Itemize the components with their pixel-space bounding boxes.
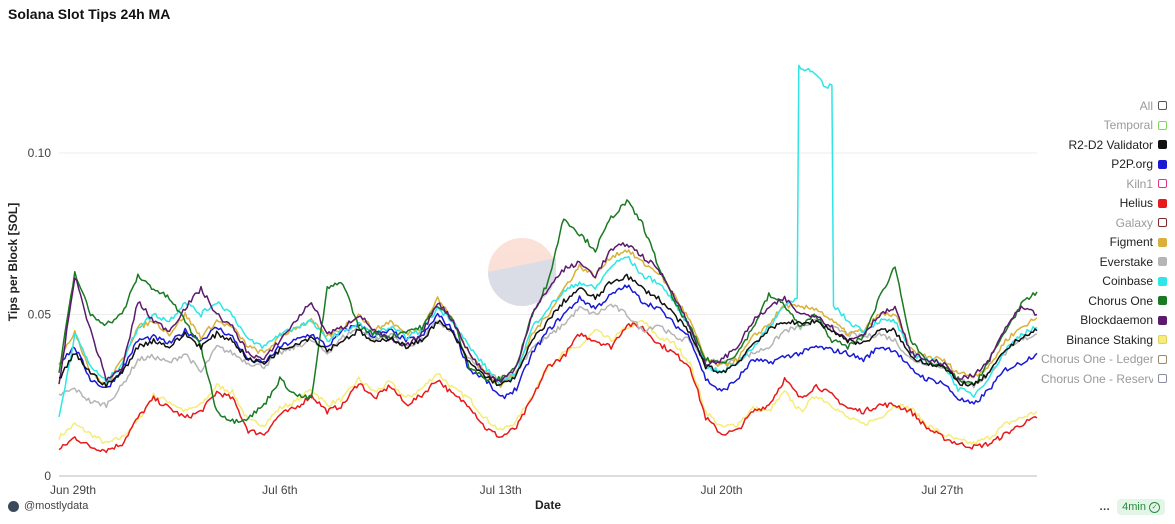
- legend-item-binance-staking[interactable]: Binance Staking: [1037, 330, 1167, 350]
- legend-item-coinbase[interactable]: Coinbase: [1037, 272, 1167, 292]
- series-line-r2-d2-validator[interactable]: [58, 273, 1038, 388]
- legend-swatch-icon: [1158, 140, 1167, 150]
- legend-label: Coinbase: [1102, 274, 1153, 289]
- legend-item-r2-d2-validator[interactable]: R2-D2 Validator: [1037, 135, 1167, 155]
- legend-item-chorus-one-ledger[interactable]: Chorus One - Ledger: [1037, 350, 1167, 370]
- legend-item-everstake[interactable]: Everstake: [1037, 252, 1167, 272]
- legend-swatch-icon: [1158, 296, 1167, 306]
- legend-label: Helius: [1119, 196, 1153, 211]
- legend-item-p2p-org[interactable]: P2P.org: [1037, 155, 1167, 175]
- series-line-p2p-org[interactable]: [58, 284, 1038, 405]
- series-line-chorus-one[interactable]: [58, 199, 1038, 425]
- y-axis-label: Tips per Block [SOL]: [6, 203, 20, 321]
- refresh-badge[interactable]: 4min ✓: [1117, 499, 1165, 515]
- y-axis-ticks: 0 0.05 0.10: [28, 146, 52, 483]
- legend-item-galaxy[interactable]: Galaxy: [1037, 213, 1167, 233]
- legend-swatch-icon: [1158, 159, 1167, 169]
- legend-label: All: [1139, 98, 1153, 113]
- legend-label: Galaxy: [1115, 215, 1153, 230]
- gridlines: [59, 152, 1037, 477]
- x-tick-label: Jul 6th: [262, 483, 297, 497]
- legend-item-temporal[interactable]: Temporal: [1037, 116, 1167, 136]
- legend-label: Kiln1: [1126, 176, 1153, 191]
- legend-swatch-icon: [1158, 335, 1167, 345]
- author-credit[interactable]: @mostlydata: [8, 500, 88, 512]
- legend-item-chorus-one[interactable]: Chorus One: [1037, 291, 1167, 311]
- legend-swatch-icon: [1158, 276, 1167, 286]
- legend-label: Binance Staking: [1066, 332, 1153, 347]
- legend-item-helius[interactable]: Helius: [1037, 194, 1167, 214]
- chart-legend: All Temporal R2-D2 Validator P2P.org Kiln1 He…: [1037, 96, 1167, 389]
- y-tick-label: 0.05: [28, 308, 52, 322]
- legend-label: Chorus One - Reserve: [1041, 371, 1153, 386]
- author-avatar-icon: [8, 500, 19, 512]
- legend-swatch-icon: [1158, 374, 1167, 384]
- watermark-logo: [488, 238, 556, 306]
- legend-label: R2-D2 Validator: [1068, 137, 1153, 152]
- legend-label: Temporal: [1103, 118, 1153, 133]
- legend-swatch-icon: [1158, 179, 1167, 189]
- legend-label: Chorus One - Ledger: [1041, 352, 1153, 367]
- legend-item-chorus-one-reserve[interactable]: Chorus One - Reserve: [1037, 369, 1167, 389]
- x-axis-ticks: Jun 29th Jul 6th Jul 13th Jul 20th Jul 27th: [50, 483, 963, 497]
- legend-swatch-icon: [1158, 237, 1167, 247]
- legend-label: P2P.org: [1111, 157, 1153, 172]
- series-line-everstake[interactable]: [58, 303, 1038, 409]
- more-options-icon[interactable]: …: [1099, 501, 1112, 513]
- x-tick-label: Jul 27th: [921, 483, 963, 497]
- legend-item-figment[interactable]: Figment: [1037, 233, 1167, 253]
- author-name: @mostlydata: [24, 500, 89, 512]
- series-lines: [58, 64, 1038, 454]
- y-tick-label: 0: [44, 469, 51, 483]
- check-circle-icon: ✓: [1149, 501, 1160, 513]
- y-tick-label: 0.10: [28, 146, 52, 160]
- chart-title: Solana Slot Tips 24h MA: [8, 6, 171, 22]
- legend-item-kiln1[interactable]: Kiln1: [1037, 174, 1167, 194]
- series-line-coinbase[interactable]: [58, 64, 1038, 418]
- legend-label: Everstake: [1099, 254, 1153, 269]
- footer-controls: … 4min ✓: [1099, 499, 1165, 515]
- x-tick-label: Jul 20th: [701, 483, 743, 497]
- legend-swatch-icon: [1158, 101, 1167, 111]
- legend-swatch-icon: [1158, 198, 1167, 208]
- legend-swatch-icon: [1158, 354, 1167, 364]
- x-axis-label: Date: [535, 498, 561, 512]
- series-line-blockdaemon[interactable]: [58, 242, 1038, 385]
- x-tick-label: Jul 13th: [480, 483, 522, 497]
- legend-label: Blockdaemon: [1080, 313, 1153, 328]
- refresh-age: 4min: [1122, 501, 1146, 513]
- line-chart: Jun 29th Jul 6th Jul 13th Jul 20th Jul 27th …: [6, 64, 1038, 512]
- legend-swatch-icon: [1158, 257, 1167, 267]
- legend-label: Figment: [1109, 235, 1153, 250]
- legend-swatch-icon: [1158, 315, 1167, 325]
- legend-swatch-icon: [1158, 120, 1167, 130]
- legend-swatch-icon: [1158, 218, 1167, 228]
- legend-label: Chorus One: [1088, 293, 1153, 308]
- legend-item-all[interactable]: All: [1037, 96, 1167, 116]
- series-line-helius[interactable]: [58, 322, 1038, 454]
- series-line-figment[interactable]: [58, 249, 1038, 388]
- legend-item-blockdaemon[interactable]: Blockdaemon: [1037, 311, 1167, 331]
- x-tick-label: Jun 29th: [50, 483, 96, 497]
